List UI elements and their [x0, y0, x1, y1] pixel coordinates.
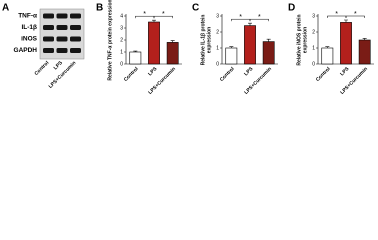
lane-label: Control: [34, 60, 51, 77]
y-tick-label: 2: [120, 37, 123, 43]
significance-bracket: [249, 18, 269, 22]
error-bar: [170, 40, 175, 43]
error-bar: [266, 38, 271, 42]
y-tick-label: 2: [216, 29, 219, 35]
bar: [225, 47, 238, 65]
x-tick-label: Control: [315, 66, 332, 83]
y-tick-label: 3: [120, 25, 123, 31]
blot-row-label: iNOS: [21, 36, 38, 43]
error-bar: [248, 22, 252, 26]
lane-label: LPS: [53, 60, 65, 72]
blot-band: [43, 36, 54, 42]
y-axis-label: Relative iNOS protein: [296, 14, 302, 65]
y-axis-label: expression: [206, 27, 212, 53]
error-bar: [325, 46, 330, 48]
error-bar: [344, 19, 348, 23]
panel-label: D: [288, 3, 295, 14]
panel-label: A: [2, 3, 9, 14]
error-bar: [362, 38, 367, 40]
y-axis-label: expression: [302, 27, 308, 53]
bar: [358, 39, 371, 65]
error-bar: [152, 19, 156, 22]
blot-row-label: GAPDH: [14, 47, 38, 54]
x-tick-label: LPS: [339, 66, 351, 78]
significance-label: *: [143, 11, 146, 18]
y-tick-label: 1: [120, 49, 123, 55]
panel-label: B: [96, 3, 103, 14]
bar: [262, 41, 275, 65]
page: A TNF-α IL-1β iNOS GAPDH Control LPS LPS+Curcu…: [0, 0, 378, 104]
blot-row-label: IL-1β: [21, 24, 37, 31]
significance-bracket: [345, 15, 365, 18]
y-tick-label: 1: [312, 45, 315, 51]
blot-band: [70, 48, 81, 53]
significance-label: *: [162, 11, 165, 18]
blot-band: [70, 13, 81, 19]
y-tick-label: 0: [312, 61, 315, 67]
significance-label: *: [258, 14, 261, 21]
y-tick-label: 0: [120, 61, 123, 67]
bar: [340, 22, 352, 65]
y-axis-label: Relative IL-1β protein: [200, 15, 206, 66]
y-tick-label: 3: [312, 13, 315, 19]
y-tick-label: 1: [216, 45, 219, 51]
bar: [166, 42, 179, 65]
significance-label: *: [239, 14, 242, 21]
significance-label: *: [354, 11, 357, 18]
x-tick-label: LPS: [147, 66, 159, 78]
y-tick-label: 3: [216, 13, 219, 19]
panel-label: C: [192, 3, 199, 14]
y-axis-label: Relative TNF-α protein expression: [107, 0, 113, 81]
blot-band: [56, 25, 68, 30]
significance-bracket: [153, 15, 173, 19]
x-tick-label: LPS: [243, 66, 255, 78]
blot-band: [43, 25, 54, 30]
blot-band: [43, 48, 54, 53]
blot-band: [56, 13, 68, 19]
error-bar: [133, 50, 138, 52]
y-tick-label: 0: [216, 61, 219, 67]
blot-band: [56, 36, 68, 42]
bar: [244, 25, 256, 65]
blot-band: [43, 13, 54, 19]
blot-band: [56, 48, 68, 53]
x-tick-label: Control: [219, 66, 236, 83]
x-tick-label: Control: [123, 66, 140, 83]
blot-band: [70, 25, 81, 30]
bar: [129, 51, 142, 65]
significance-label: *: [335, 11, 338, 18]
y-tick-label: 2: [312, 29, 315, 35]
bar: [321, 47, 334, 65]
bar: [148, 21, 160, 65]
y-tick-label: 4: [120, 13, 123, 19]
blot-band: [70, 36, 81, 42]
error-bar: [229, 46, 234, 48]
blot-row-label: TNF-α: [18, 13, 37, 20]
